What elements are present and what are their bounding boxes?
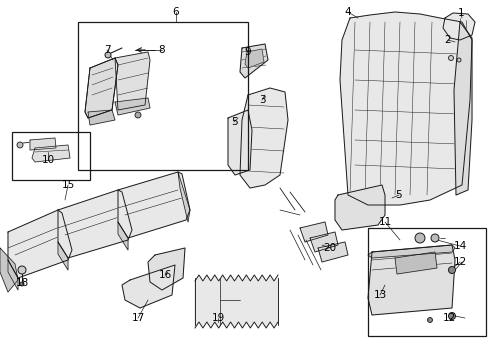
Ellipse shape — [20, 282, 24, 286]
Text: 11: 11 — [378, 217, 391, 227]
Bar — [12, 132, 90, 180]
Text: 5: 5 — [230, 117, 237, 127]
Polygon shape — [32, 145, 70, 162]
Text: 12: 12 — [442, 313, 455, 323]
Text: 4: 4 — [344, 7, 350, 17]
Text: 18: 18 — [15, 278, 29, 288]
Text: 10: 10 — [41, 155, 55, 165]
Polygon shape — [118, 222, 128, 250]
Polygon shape — [30, 138, 56, 150]
Polygon shape — [195, 275, 278, 328]
Polygon shape — [58, 190, 132, 258]
Text: 1: 1 — [457, 8, 464, 18]
Text: 7: 7 — [103, 45, 110, 55]
Text: 14: 14 — [452, 241, 466, 251]
Ellipse shape — [105, 52, 111, 58]
Polygon shape — [334, 185, 384, 230]
Polygon shape — [244, 49, 264, 68]
Polygon shape — [118, 172, 190, 238]
Text: 6: 6 — [172, 7, 179, 17]
Polygon shape — [240, 88, 287, 188]
Bar — [367, 228, 485, 336]
Polygon shape — [299, 222, 327, 242]
Polygon shape — [367, 245, 454, 258]
Polygon shape — [309, 232, 337, 252]
Text: 5: 5 — [395, 190, 402, 200]
Ellipse shape — [18, 266, 26, 274]
Polygon shape — [367, 245, 454, 315]
Text: 13: 13 — [373, 290, 386, 300]
Polygon shape — [148, 248, 184, 290]
Polygon shape — [88, 110, 115, 125]
Text: 19: 19 — [211, 313, 224, 323]
Polygon shape — [339, 12, 471, 205]
Text: 2: 2 — [444, 35, 450, 45]
Ellipse shape — [17, 142, 23, 148]
Bar — [78, 22, 247, 170]
Polygon shape — [178, 172, 190, 222]
Text: 8: 8 — [159, 45, 165, 55]
Text: 12: 12 — [452, 257, 466, 267]
Polygon shape — [227, 110, 251, 175]
Ellipse shape — [430, 234, 438, 242]
Polygon shape — [442, 13, 474, 40]
Polygon shape — [240, 44, 267, 78]
Polygon shape — [85, 58, 118, 118]
Polygon shape — [115, 52, 150, 110]
Polygon shape — [8, 260, 18, 290]
Polygon shape — [453, 22, 471, 195]
Ellipse shape — [447, 312, 454, 320]
Text: 9: 9 — [244, 47, 251, 57]
Polygon shape — [394, 252, 436, 274]
Ellipse shape — [135, 112, 141, 118]
Polygon shape — [58, 242, 68, 270]
Polygon shape — [122, 265, 175, 308]
Text: 17: 17 — [131, 313, 144, 323]
Ellipse shape — [447, 266, 454, 274]
Ellipse shape — [456, 58, 460, 62]
Ellipse shape — [427, 318, 431, 323]
Text: 16: 16 — [158, 270, 171, 280]
Ellipse shape — [447, 55, 452, 60]
Polygon shape — [8, 210, 72, 278]
Text: 15: 15 — [61, 180, 75, 190]
Ellipse shape — [414, 233, 424, 243]
Text: 3: 3 — [258, 95, 265, 105]
Polygon shape — [115, 98, 150, 115]
Polygon shape — [0, 248, 18, 292]
Polygon shape — [317, 242, 347, 262]
Text: 20: 20 — [323, 243, 336, 253]
